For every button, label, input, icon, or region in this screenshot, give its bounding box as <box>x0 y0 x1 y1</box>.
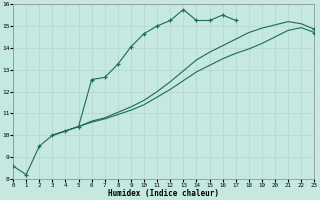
X-axis label: Humidex (Indice chaleur): Humidex (Indice chaleur) <box>108 189 219 198</box>
